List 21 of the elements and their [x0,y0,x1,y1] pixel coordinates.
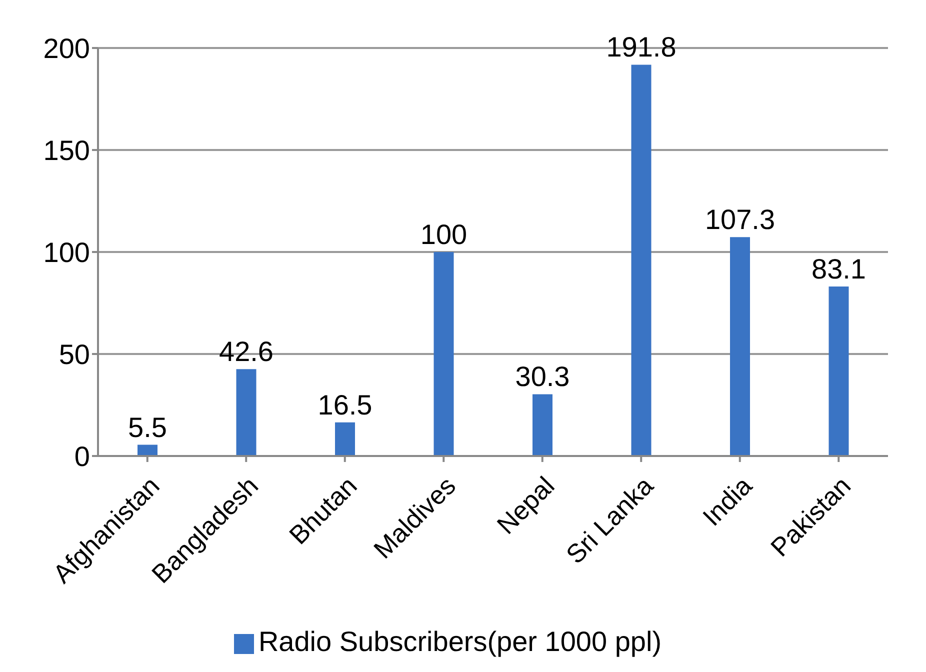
data-label: 16.5 [318,389,372,420]
y-tick-label: 50 [58,338,90,370]
y-tick-label: 100 [43,236,90,268]
data-label: 5.5 [128,412,167,443]
data-label: 107.3 [704,204,776,236]
data-label: 30.3 [515,361,570,392]
bar [335,422,355,456]
bar [236,369,256,456]
bar [828,286,849,456]
bar [532,394,552,456]
bar [631,64,652,456]
y-tick-label: 200 [43,32,90,64]
data-label: 191.8 [606,32,676,63]
data-label: 42.6 [219,336,274,368]
bar [434,252,454,456]
bar [730,237,750,456]
legend-label: Radio Subscribers(per 1000 ppl) [258,626,662,657]
y-tick-label: 0 [74,440,90,472]
y-tick-label: 150 [43,134,90,166]
data-label: 83.1 [812,253,866,284]
data-label: 100 [420,219,468,250]
